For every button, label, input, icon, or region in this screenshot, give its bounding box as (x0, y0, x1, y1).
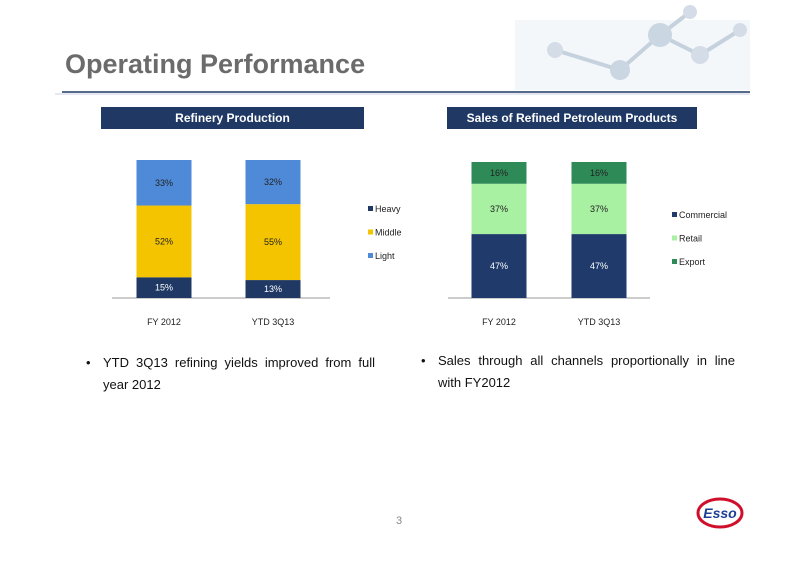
slide-title: Operating Performance (65, 49, 365, 79)
bar-segment (245, 204, 301, 281)
bar-segment (471, 162, 527, 184)
legend-swatch (672, 259, 677, 264)
x-tick-label: FY 2012 (482, 317, 516, 327)
molecule-decoration (515, 5, 750, 90)
bar-segment (471, 183, 527, 235)
legend-label: Heavy (375, 204, 401, 214)
bar-segment (571, 183, 627, 235)
bar-segment (571, 162, 627, 184)
legend-label: Retail (679, 234, 702, 244)
data-label: 47% (490, 261, 508, 271)
chart-header-box (447, 107, 697, 129)
data-label: 37% (590, 204, 608, 214)
bar-segment (136, 277, 192, 298)
chart-title: Sales of Refined Petroleum Products (467, 111, 678, 125)
legend-swatch (368, 229, 373, 235)
legend-label: Light (375, 251, 395, 261)
bar-segment (471, 234, 527, 298)
legend-swatch (368, 206, 373, 211)
x-tick-label: YTD 3Q13 (578, 317, 621, 327)
bullet-text: Sales through all channels proportionall… (421, 350, 735, 394)
data-label: 37% (490, 204, 508, 214)
data-label: 32% (264, 177, 282, 187)
bullet-text: YTD 3Q13 refining yields improved from f… (86, 352, 375, 396)
data-label: 15% (155, 283, 173, 293)
legend-swatch (672, 235, 677, 241)
data-label: 13% (264, 284, 282, 294)
esso-logo: Esso (696, 497, 744, 529)
logo-text: Esso (703, 505, 737, 521)
data-label: 16% (490, 168, 508, 178)
data-label: 16% (590, 168, 608, 178)
chart-title: Refinery Production (175, 111, 290, 125)
bar-segment (571, 234, 627, 298)
data-label: 33% (155, 178, 173, 188)
legend-label: Export (679, 257, 706, 267)
data-label: 55% (264, 237, 282, 247)
bar-segment (245, 280, 301, 298)
bar-segment (245, 160, 301, 205)
x-tick-label: YTD 3Q13 (252, 317, 295, 327)
x-tick-label: FY 2012 (147, 317, 181, 327)
legend-swatch (368, 253, 373, 258)
legend-label: Commercial (679, 210, 727, 220)
chart-header-box (101, 107, 364, 129)
data-label: 52% (155, 236, 173, 246)
legend-label: Middle (375, 228, 402, 238)
legend-swatch (672, 212, 677, 217)
bar-segment (136, 205, 192, 278)
bar-segment (136, 160, 192, 206)
page-number: 3 (396, 515, 402, 527)
data-label: 47% (590, 261, 608, 271)
